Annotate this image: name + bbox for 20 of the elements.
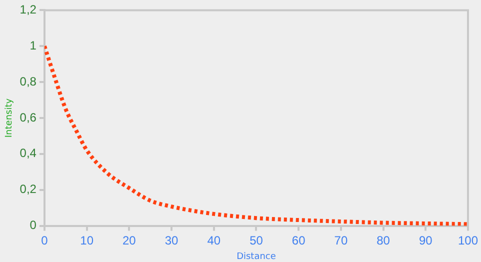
y-tick-label: 0,2 bbox=[20, 182, 37, 196]
x-axis-title: Distance bbox=[236, 252, 276, 262]
y-tick-label: 1,2 bbox=[20, 2, 37, 17]
y-tick-label: 0,4 bbox=[20, 146, 37, 160]
x-tick-label: 30 bbox=[164, 233, 179, 248]
x-tick-label: 60 bbox=[292, 233, 306, 248]
x-tick-label: 70 bbox=[334, 233, 348, 248]
x-tick-label: 100 bbox=[458, 233, 478, 248]
y-tick-label: 0,6 bbox=[20, 110, 37, 124]
x-tick-label: 50 bbox=[250, 233, 264, 248]
x-tick-label: 0 bbox=[41, 233, 48, 248]
y-tick-label: 0 bbox=[30, 218, 37, 232]
x-tick-label: 20 bbox=[122, 233, 136, 248]
x-tick-label: 90 bbox=[418, 233, 433, 248]
y-axis-title: Intensity bbox=[4, 98, 15, 138]
y-tick-label: 0,8 bbox=[20, 74, 37, 88]
y-tick-label: 1 bbox=[30, 38, 37, 52]
x-tick-label: 10 bbox=[80, 233, 94, 248]
x-tick-label: 40 bbox=[207, 233, 221, 248]
x-tick-label: 80 bbox=[376, 233, 390, 248]
